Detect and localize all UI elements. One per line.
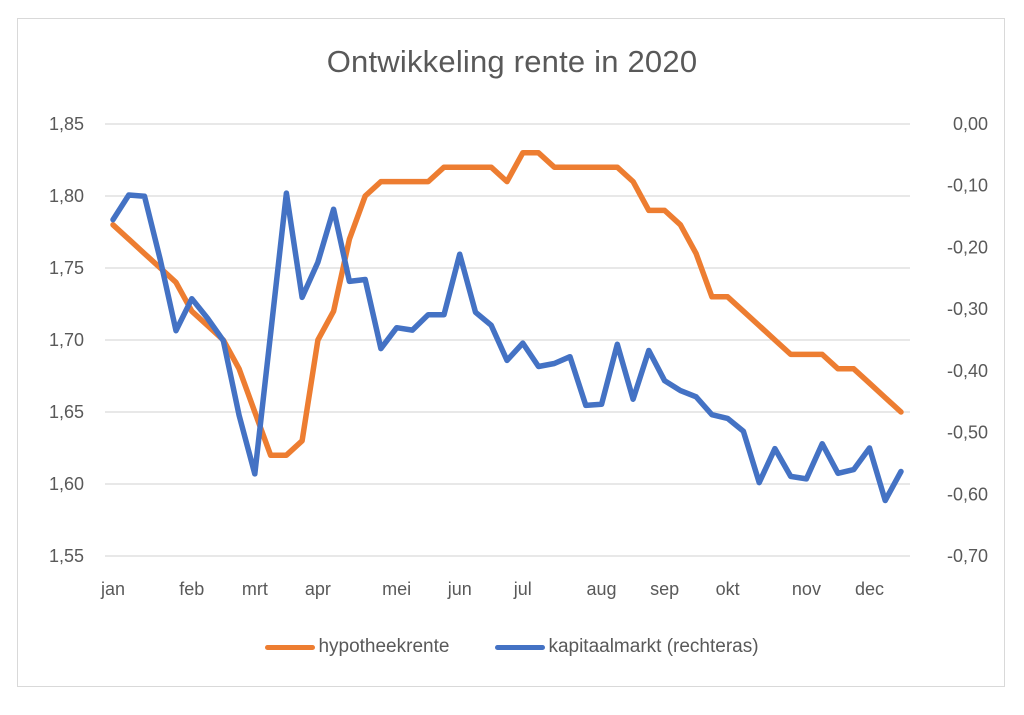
y-right-tick-label: 0,00 (953, 114, 988, 134)
y-right-tick-label: -0,60 (947, 484, 988, 504)
legend-swatch-blue-icon (495, 644, 546, 650)
y-right-tick-label: -0,50 (947, 423, 988, 443)
x-tick-label: feb (179, 579, 204, 599)
legend-item-hypotheekrente[interactable]: hypotheekrente (265, 636, 449, 658)
y-left-tick-label: 1,55 (49, 546, 84, 566)
x-tick-label: aug (587, 579, 617, 599)
x-tick-label: mrt (242, 579, 268, 599)
x-tick-label: apr (305, 579, 331, 599)
y-left-tick-label: 1,80 (49, 186, 84, 206)
y-right-tick-label: -0,10 (947, 176, 988, 196)
x-tick-label: mei (382, 579, 411, 599)
x-tick-label: jul (513, 579, 532, 599)
y-left-tick-label: 1,75 (49, 258, 84, 278)
x-tick-label: nov (792, 579, 821, 599)
y-right-tick-label: -0,70 (947, 546, 988, 566)
y-left-tick-label: 1,70 (49, 330, 84, 350)
y-left-tick-label: 1,65 (49, 402, 84, 422)
legend: hypotheekrente kapitaalmarkt (rechteras) (0, 636, 1024, 658)
x-tick-label: jan (100, 579, 125, 599)
legend-label: hypotheekrente (318, 636, 450, 657)
chart-title: Ontwikkeling rente in 2020 (326, 44, 698, 79)
legend-swatch-orange-icon (265, 644, 316, 650)
x-tick-label: sep (650, 579, 679, 599)
legend-label: kapitaalmarkt (rechteras) (548, 636, 759, 657)
legend-item-kapitaalmarkt[interactable]: kapitaalmarkt (rechteras) (495, 636, 759, 658)
series-line-hypotheekrente (110, 150, 904, 458)
x-tick-label: dec (855, 579, 884, 599)
x-tick-label: jun (447, 579, 472, 599)
y-right-tick-label: -0,40 (947, 361, 988, 381)
y-left-tick-label: 1,85 (49, 114, 84, 134)
y-right-tick-label: -0,30 (947, 299, 988, 319)
x-tick-label: okt (716, 579, 740, 599)
y-right-tick-label: -0,20 (947, 237, 988, 257)
series-line-kapitaalmarkt (110, 190, 904, 504)
y-left-tick-label: 1,60 (49, 474, 84, 494)
